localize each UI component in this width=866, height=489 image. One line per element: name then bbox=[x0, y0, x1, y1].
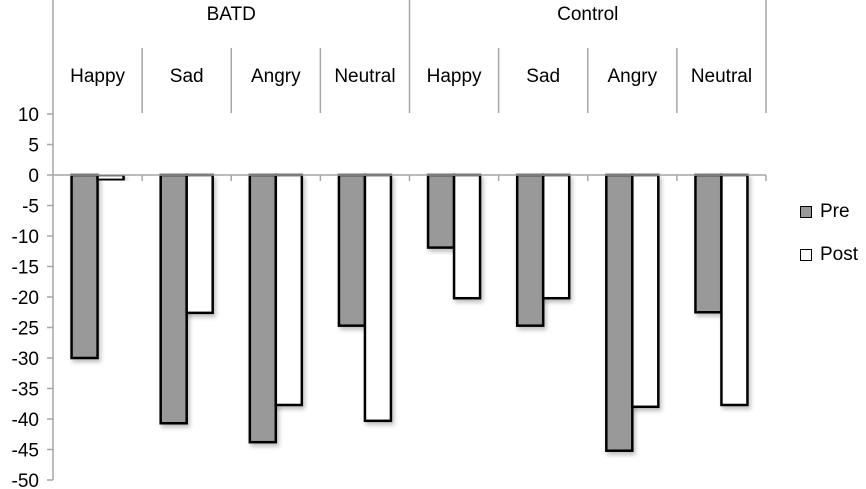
bar-pre bbox=[337, 173, 367, 327]
bar-pre bbox=[426, 173, 456, 249]
bar-post bbox=[185, 173, 214, 315]
bars bbox=[70, 173, 749, 452]
category-header: BATD Happy Sad Angry Neutral Control Happy Sad A… bbox=[70, 0, 767, 113]
legend-label-post: Post bbox=[820, 244, 859, 265]
legend-item-post: Post bbox=[800, 244, 858, 266]
y-tick-label: -5 bbox=[22, 197, 39, 218]
y-tick-label: 5 bbox=[28, 136, 39, 157]
legend-item-pre: Pre bbox=[800, 201, 850, 223]
y-tick-label: -40 bbox=[12, 410, 39, 431]
y-axis: 10 5 0 -5 -10 -15 -20 -25 -30 -35 -40 -45 -50 bbox=[12, 0, 54, 489]
category-label: Angry bbox=[251, 66, 301, 87]
bar-pre bbox=[605, 173, 634, 452]
legend-label-pre: Pre bbox=[820, 201, 850, 222]
legend-swatch-pre bbox=[800, 206, 812, 218]
y-tick-label: -30 bbox=[12, 349, 39, 370]
category-label: Neutral bbox=[334, 66, 395, 87]
category-label: Angry bbox=[607, 66, 657, 87]
category-label: Neutral bbox=[691, 66, 752, 87]
y-tick-label: -25 bbox=[12, 319, 39, 340]
y-tick-label: 10 bbox=[18, 105, 39, 126]
bar-pre bbox=[159, 173, 188, 425]
bar-pre bbox=[70, 173, 99, 360]
category-label: Sad bbox=[170, 66, 204, 87]
y-tick-label: -20 bbox=[12, 288, 39, 309]
y-tick-label: -45 bbox=[12, 441, 39, 462]
y-tick-label: -15 bbox=[12, 258, 39, 279]
legend-swatch-post bbox=[800, 249, 812, 261]
y-tick-label: 0 bbox=[28, 166, 39, 187]
bar-pre bbox=[248, 173, 278, 444]
group-label: BATD bbox=[207, 4, 256, 25]
bar-post bbox=[274, 173, 304, 407]
y-tick-label: -35 bbox=[12, 380, 39, 401]
zero-line bbox=[53, 174, 767, 181]
bar-post bbox=[363, 173, 393, 423]
bar-post bbox=[541, 173, 571, 300]
y-tick-label: -10 bbox=[12, 227, 39, 248]
y-tick-label: -50 bbox=[12, 471, 39, 489]
bar-pre bbox=[515, 173, 545, 327]
bar-pre bbox=[694, 173, 723, 314]
category-label: Happy bbox=[70, 66, 125, 87]
bar-post bbox=[452, 173, 482, 300]
category-label: Sad bbox=[526, 66, 560, 87]
category-label: Happy bbox=[427, 66, 482, 87]
bar-post bbox=[631, 173, 660, 409]
group-label: Control bbox=[557, 4, 618, 25]
bar-post bbox=[720, 173, 749, 407]
